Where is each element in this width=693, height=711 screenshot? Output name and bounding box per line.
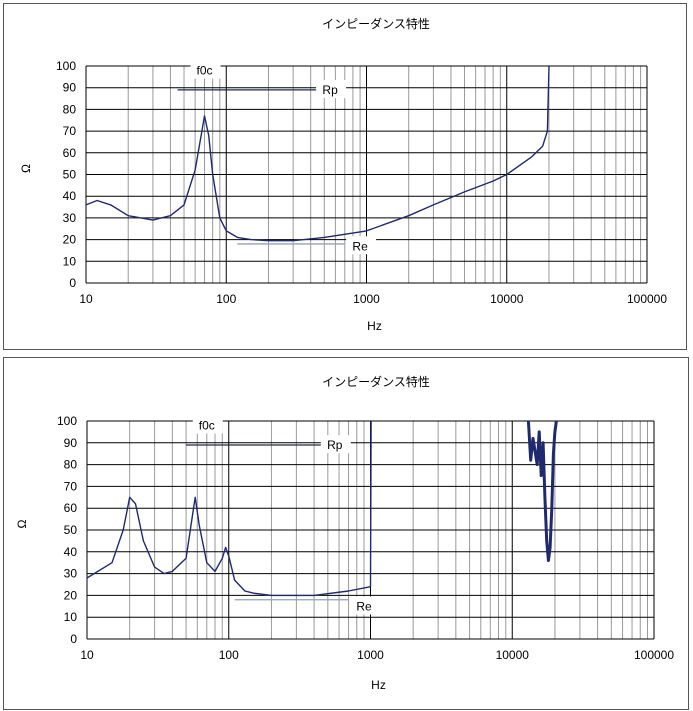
chart-title: インピーダンス特性 xyxy=(322,16,430,31)
y-tick-label: 50 xyxy=(63,168,77,182)
annotation-label-bg xyxy=(190,60,221,79)
x-tick-label: 10 xyxy=(80,648,94,662)
x-axis-label: Hz xyxy=(367,319,382,333)
y-tick-label: 90 xyxy=(64,436,78,450)
x-tick-label: 1000 xyxy=(357,648,384,662)
annotation-label-bg xyxy=(192,415,223,434)
y-tick-label: 30 xyxy=(64,567,78,581)
x-axis-label: Hz xyxy=(371,678,386,692)
annotation-label-bg xyxy=(346,236,377,255)
x-tick-label: 100000 xyxy=(634,648,674,662)
y-tick-label: 50 xyxy=(64,523,78,537)
y-tick-label: 70 xyxy=(64,479,78,493)
chart-panel-2: インピーダンス特性 0 10 20 30 40 50 60 70 80 90 100 10 100 1000… xyxy=(3,357,689,710)
chart-title: インピーダンス特性 xyxy=(322,374,430,389)
y-axis-label: Ω xyxy=(19,164,33,173)
grid xyxy=(85,65,648,284)
y-tick-label: 0 xyxy=(70,632,77,646)
x-tick-label: 10 xyxy=(79,292,93,306)
x-tick-label: 100 xyxy=(216,292,236,306)
y-tick-label: 0 xyxy=(69,276,76,290)
annotation-label-re: Re xyxy=(356,599,372,613)
annotation-label-re: Re xyxy=(352,239,368,253)
x-tick-label: 100 xyxy=(219,648,239,662)
y-axis-label: Ω xyxy=(15,519,29,528)
series-line-1 xyxy=(85,65,550,242)
annotation-label-f0c: f0c xyxy=(197,64,213,78)
y-tick-label: 80 xyxy=(63,102,77,116)
y-tick-label: 100 xyxy=(57,414,77,428)
annotation-label-rp: Rp xyxy=(322,83,338,97)
y-tick-label: 60 xyxy=(63,146,77,160)
annotation-label-f0c: f0c xyxy=(199,419,215,433)
x-tick-label: 10000 xyxy=(490,292,524,306)
chart-panel-1: インピーダンス特性 0 10 20 30 40 50 60 70 80 90 100 10 100 1000… xyxy=(3,3,687,350)
y-tick-label: 10 xyxy=(64,610,78,624)
series-line-2 xyxy=(526,420,558,562)
y-tick-label: 90 xyxy=(63,81,77,95)
x-tick-label: 1000 xyxy=(353,292,380,306)
y-tick-label: 60 xyxy=(64,501,78,515)
y-tick-label: 30 xyxy=(63,211,77,225)
annotation-label-bg xyxy=(320,435,351,454)
y-tick-label: 20 xyxy=(64,588,78,602)
y-tick-label: 10 xyxy=(63,254,77,268)
y-tick-label: 40 xyxy=(64,545,78,559)
series-line-1 xyxy=(86,420,372,597)
x-tick-label: 100000 xyxy=(627,292,667,306)
annotation-label-bg xyxy=(316,80,347,99)
annotation-label-bg xyxy=(350,596,381,615)
x-tick-label: 10000 xyxy=(496,648,530,662)
y-tick-label: 80 xyxy=(64,458,78,472)
y-tick-label: 40 xyxy=(63,189,77,203)
y-tick-label: 20 xyxy=(63,233,77,247)
y-tick-label: 70 xyxy=(63,124,77,138)
annotation-label-rp: Rp xyxy=(327,438,343,452)
y-tick-label: 100 xyxy=(56,59,76,73)
